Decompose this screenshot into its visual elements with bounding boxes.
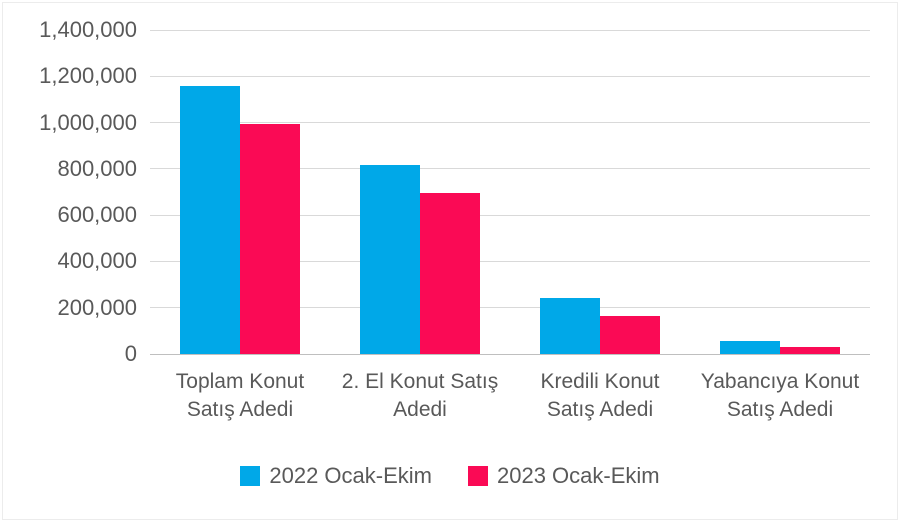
category-label: 2. El Konut Satış Adedi bbox=[341, 370, 499, 421]
bar-2022-category-2 bbox=[360, 165, 420, 354]
y-axis-tick-label: 600,000 bbox=[57, 202, 137, 228]
y-axis-tick-label: 800,000 bbox=[57, 155, 137, 181]
bar-2023-category-1 bbox=[240, 123, 300, 354]
gridline bbox=[150, 122, 870, 124]
legend: 2022 Ocak-Ekim 2023 Ocak-Ekim bbox=[0, 463, 900, 489]
legend-label: 2023 Ocak-Ekim bbox=[497, 463, 660, 488]
legend-item: 2023 Ocak-Ekim bbox=[468, 463, 660, 489]
category-label: Yabancıya Konut Satış Adedi bbox=[700, 370, 860, 421]
category-label: Toplam Konut Satış Adedi bbox=[175, 370, 305, 421]
bar-2023-category-4 bbox=[780, 347, 840, 354]
bar-2022-category-3 bbox=[540, 298, 600, 354]
gridline bbox=[150, 214, 870, 216]
y-axis: 0 200,000 400,000 600,000 800,000 1,000,000 1,… bbox=[0, 17, 137, 366]
legend-label: 2022 Ocak-Ekim bbox=[269, 463, 432, 488]
bar-2023-category-2 bbox=[420, 193, 480, 354]
gridline bbox=[150, 307, 870, 309]
gridline bbox=[150, 75, 870, 77]
bar-2023-category-3 bbox=[600, 315, 660, 354]
legend-swatch-icon bbox=[240, 466, 261, 486]
bar-2022-category-4 bbox=[720, 341, 780, 354]
y-axis-tick-label: 1,000,000 bbox=[39, 109, 137, 135]
plot-area bbox=[150, 29, 870, 355]
category-label: Kredili Konut Satış Adedi bbox=[540, 370, 660, 421]
y-axis-tick-label: 400,000 bbox=[57, 248, 137, 274]
x-axis-line bbox=[150, 353, 870, 355]
gridline bbox=[150, 260, 870, 262]
bar-2022-category-1 bbox=[180, 85, 240, 354]
gridline bbox=[150, 168, 870, 170]
y-axis-tick-label: 1,400,000 bbox=[39, 17, 137, 42]
y-axis-tick-label: 200,000 bbox=[57, 294, 137, 320]
gridline bbox=[150, 29, 870, 31]
legend-swatch-icon bbox=[468, 466, 488, 486]
y-axis-tick-label: 0 bbox=[124, 341, 137, 366]
legend-item: 2022 Ocak-Ekim bbox=[240, 463, 432, 489]
x-axis-labels: Toplam Konut Satış Adedi 2. El Konut Satış… bbox=[150, 368, 870, 424]
y-axis-tick-label: 1,200,000 bbox=[39, 63, 137, 89]
